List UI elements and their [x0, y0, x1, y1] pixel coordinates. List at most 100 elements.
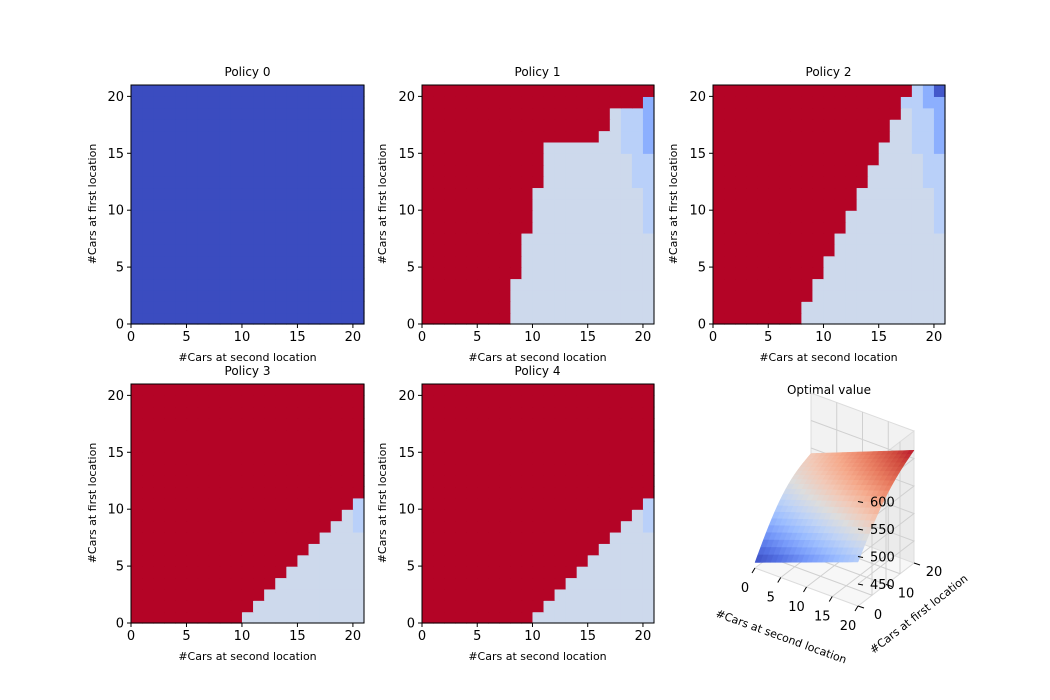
- value-surface: [754, 450, 915, 563]
- heatmap-cell: [253, 475, 265, 488]
- heatmap-cell: [565, 577, 578, 590]
- heatmap-cell: [142, 278, 154, 291]
- heatmap-cell: [812, 244, 825, 257]
- heatmap-cell: [422, 198, 434, 211]
- heatmap-cell: [488, 611, 500, 624]
- heatmap-cell: [889, 312, 902, 325]
- heatmap-cell: [565, 153, 578, 166]
- heatmap-cell: [823, 244, 836, 257]
- heatmap-cell: [241, 543, 254, 556]
- heatmap-cell: [631, 85, 644, 97]
- heatmap-cell: [510, 267, 523, 280]
- heatmap-cell: [330, 153, 343, 166]
- heatmap-cell: [746, 221, 758, 234]
- heatmap-cell: [253, 600, 265, 613]
- heatmap-cell: [164, 255, 176, 268]
- heatmap-cell: [264, 509, 276, 522]
- heatmap-cell: [164, 153, 176, 166]
- heatmap-cell: [444, 509, 456, 522]
- policy-1-xlabel: #Cars at second location: [468, 351, 606, 364]
- heatmap-cell: [631, 418, 644, 431]
- heatmap-cell: [620, 520, 633, 533]
- heatmap-cell: [319, 96, 332, 109]
- heatmap-cell: [631, 406, 644, 419]
- heatmap-cell: [779, 85, 791, 97]
- heatmap-cell: [330, 440, 343, 453]
- heatmap-cell: [620, 395, 633, 408]
- heatmap-cell: [532, 130, 545, 143]
- heatmap-cell: [554, 130, 567, 143]
- heatmap-cell: [230, 96, 243, 109]
- heatmap-cell: [297, 301, 310, 314]
- heatmap-cell: [330, 520, 343, 533]
- heatmap-cell: [543, 221, 556, 234]
- heatmap-cell: [275, 543, 287, 556]
- heatmap-cell: [823, 141, 836, 154]
- heatmap-cell: [186, 543, 199, 556]
- heatmap-cell: [488, 463, 500, 476]
- heatmap-cell: [433, 244, 445, 257]
- heatmap-cell: [164, 164, 176, 177]
- heatmap-cell: [197, 153, 210, 166]
- heatmap-cell: [510, 531, 523, 544]
- heatmap-cell: [587, 611, 600, 624]
- heatmap-cell: [878, 96, 891, 109]
- heatmap-cell: [911, 301, 924, 314]
- heatmap-cell: [341, 418, 354, 431]
- heatmap-cell: [433, 119, 445, 132]
- heatmap-cell: [330, 509, 343, 522]
- heatmap-cell: [510, 119, 523, 132]
- heatmap-cell: [856, 267, 869, 280]
- heatmap-cell: [724, 187, 736, 200]
- heatmap-cell: [521, 486, 534, 499]
- heatmap-cell: [253, 85, 265, 97]
- heatmap-cell: [631, 267, 644, 280]
- heatmap-cell: [297, 164, 310, 177]
- heatmap-cell: [319, 531, 332, 544]
- heatmap-cell: [241, 486, 254, 499]
- policy-3-ylabel: #Cars at first location: [86, 443, 99, 564]
- heatmap-cell: [422, 600, 434, 613]
- heatmap-cell: [253, 543, 265, 556]
- heatmap-cell: [341, 107, 354, 120]
- heatmap-cell: [253, 187, 265, 200]
- heatmap-cell: [933, 119, 946, 132]
- heatmap-cell: [153, 611, 165, 624]
- heatmap-cell: [801, 164, 814, 177]
- heatmap-cell: [330, 463, 343, 476]
- heatmap-cell: [422, 554, 434, 567]
- heatmap-cell: [422, 429, 434, 442]
- heatmap-cell: [297, 475, 310, 488]
- heatmap-cell: [241, 600, 254, 613]
- heatmap-cell: [801, 119, 814, 132]
- heatmap-cell: [889, 141, 902, 154]
- heatmap-cell: [834, 232, 847, 245]
- heatmap-cell: [499, 440, 511, 453]
- heatmap-cell: [631, 164, 644, 177]
- heatmap-cell: [352, 429, 365, 442]
- heatmap-cell: [253, 153, 265, 166]
- heatmap-cell: [142, 600, 154, 613]
- heatmap-cell: [609, 452, 622, 465]
- heatmap-cell: [477, 221, 489, 234]
- heatmap-cell: [308, 406, 321, 419]
- heatmap-cell: [275, 440, 287, 453]
- heatmap-cell: [444, 611, 456, 624]
- heatmap-cell: [175, 221, 188, 234]
- heatmap-cell: [565, 130, 578, 143]
- heatmap-cell: [319, 497, 332, 510]
- x-tick-label: 5: [182, 629, 190, 644]
- heatmap-cell: [131, 153, 143, 166]
- policy-2-ylabel: #Cars at first location: [667, 144, 680, 265]
- heatmap-cell: [746, 153, 758, 166]
- heatmap-cell: [341, 543, 354, 556]
- heatmap-cell: [241, 141, 254, 154]
- heatmap-cell: [713, 255, 725, 268]
- heatmap-cell: [186, 475, 199, 488]
- heatmap-cell: [219, 187, 232, 200]
- heatmap-cell: [164, 85, 176, 97]
- heatmap-cell: [466, 418, 478, 431]
- heatmap-cell: [757, 130, 769, 143]
- heatmap-cell: [499, 267, 511, 280]
- heatmap-cell: [444, 85, 456, 97]
